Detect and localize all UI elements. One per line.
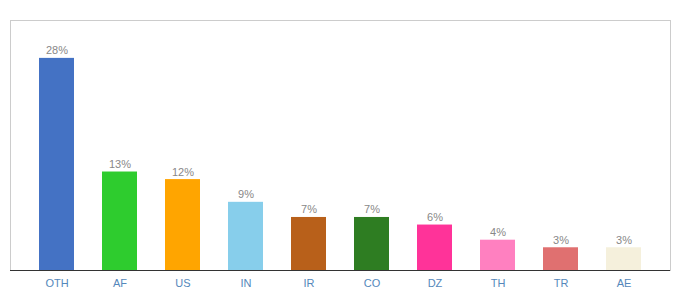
- svg-text:28%: 28%: [46, 44, 68, 56]
- svg-text:TH: TH: [491, 277, 506, 289]
- svg-text:3%: 3%: [553, 234, 569, 246]
- svg-text:AE: AE: [617, 277, 632, 289]
- svg-text:AF: AF: [113, 277, 127, 289]
- svg-text:12%: 12%: [172, 166, 194, 178]
- svg-text:7%: 7%: [364, 203, 380, 215]
- svg-text:US: US: [175, 277, 190, 289]
- svg-text:4%: 4%: [490, 226, 506, 238]
- svg-text:IR: IR: [304, 277, 315, 289]
- svg-text:6%: 6%: [427, 211, 443, 223]
- svg-text:7%: 7%: [301, 203, 317, 215]
- svg-text:CO: CO: [364, 277, 381, 289]
- svg-text:9%: 9%: [238, 188, 254, 200]
- svg-text:DZ: DZ: [428, 277, 443, 289]
- svg-text:13%: 13%: [109, 158, 131, 170]
- svg-text:IN: IN: [241, 277, 252, 289]
- svg-text:3%: 3%: [616, 234, 632, 246]
- svg-text:OTH: OTH: [45, 277, 68, 289]
- svg-text:TR: TR: [554, 277, 569, 289]
